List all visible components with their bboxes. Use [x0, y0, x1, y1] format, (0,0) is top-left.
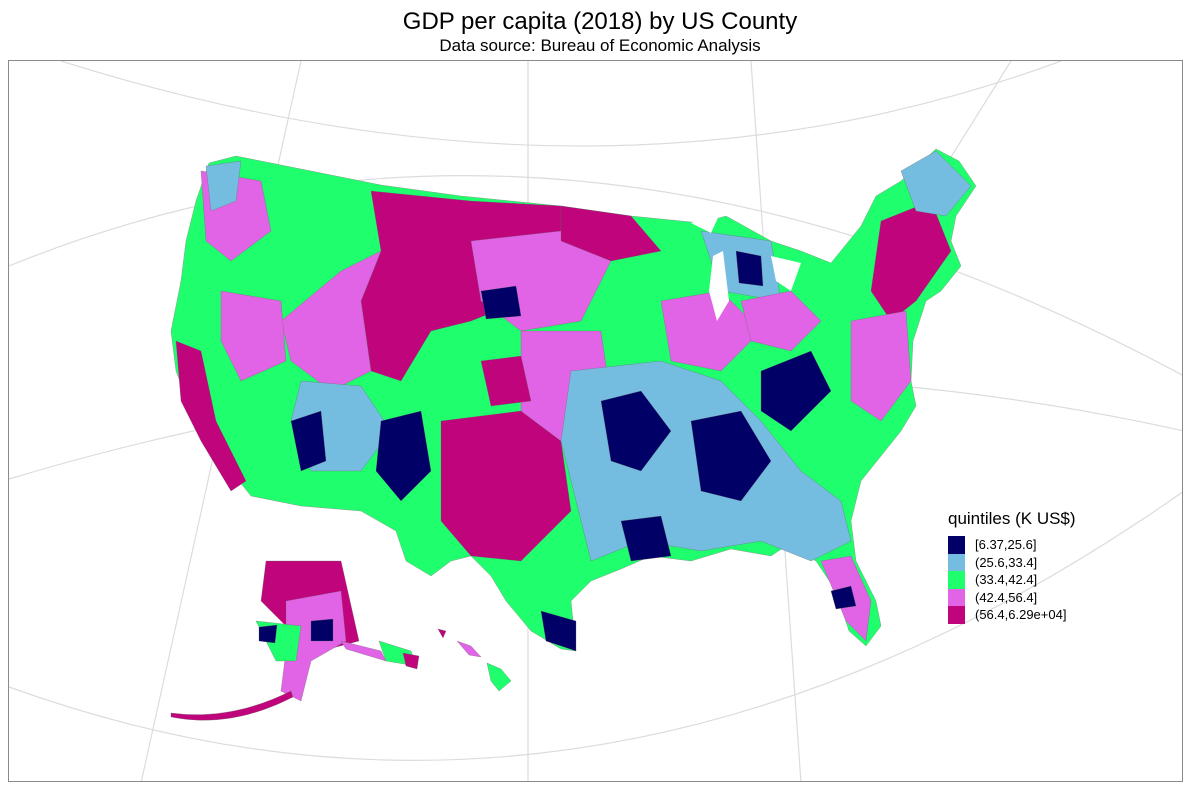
legend-label: (42.4,56.4] — [975, 589, 1038, 605]
legend-label: (56.4,6.29e+04] — [975, 607, 1067, 623]
legend-item: (33.4,42.4] — [948, 571, 1076, 589]
great-lakes — [691, 211, 801, 321]
legend: quintiles (K US$) [6.37,25.6] (25.6,33.4… — [948, 508, 1076, 624]
map-panel — [8, 60, 1183, 782]
legend-swatch-q1 — [948, 536, 965, 554]
county-patches — [175, 150, 972, 652]
chart-subtitle: Data source: Bureau of Economic Analysis — [439, 36, 761, 55]
legend-item: (25.6,33.4] — [948, 553, 1076, 571]
legend-item: [6.37,25.6] — [948, 536, 1076, 554]
legend-label: (33.4,42.4] — [975, 572, 1038, 588]
legend-swatch-q2 — [948, 553, 965, 571]
map-canvas — [9, 61, 1182, 781]
legend-swatch-q3 — [948, 571, 965, 589]
legend-swatch-q4 — [948, 588, 965, 606]
chart-title: GDP per capita (2018) by US County — [402, 8, 798, 35]
hawaii — [437, 628, 512, 692]
alaska — [170, 560, 420, 721]
legend-label: [6.37,25.6] — [975, 537, 1037, 553]
legend-swatch-q5 — [948, 606, 965, 624]
legend-label: (25.6,33.4] — [975, 554, 1038, 570]
legend-title: quintiles (K US$) — [948, 509, 1076, 528]
legend-item: (56.4,6.29e+04] — [948, 606, 1076, 624]
legend-item: (42.4,56.4] — [948, 588, 1076, 606]
